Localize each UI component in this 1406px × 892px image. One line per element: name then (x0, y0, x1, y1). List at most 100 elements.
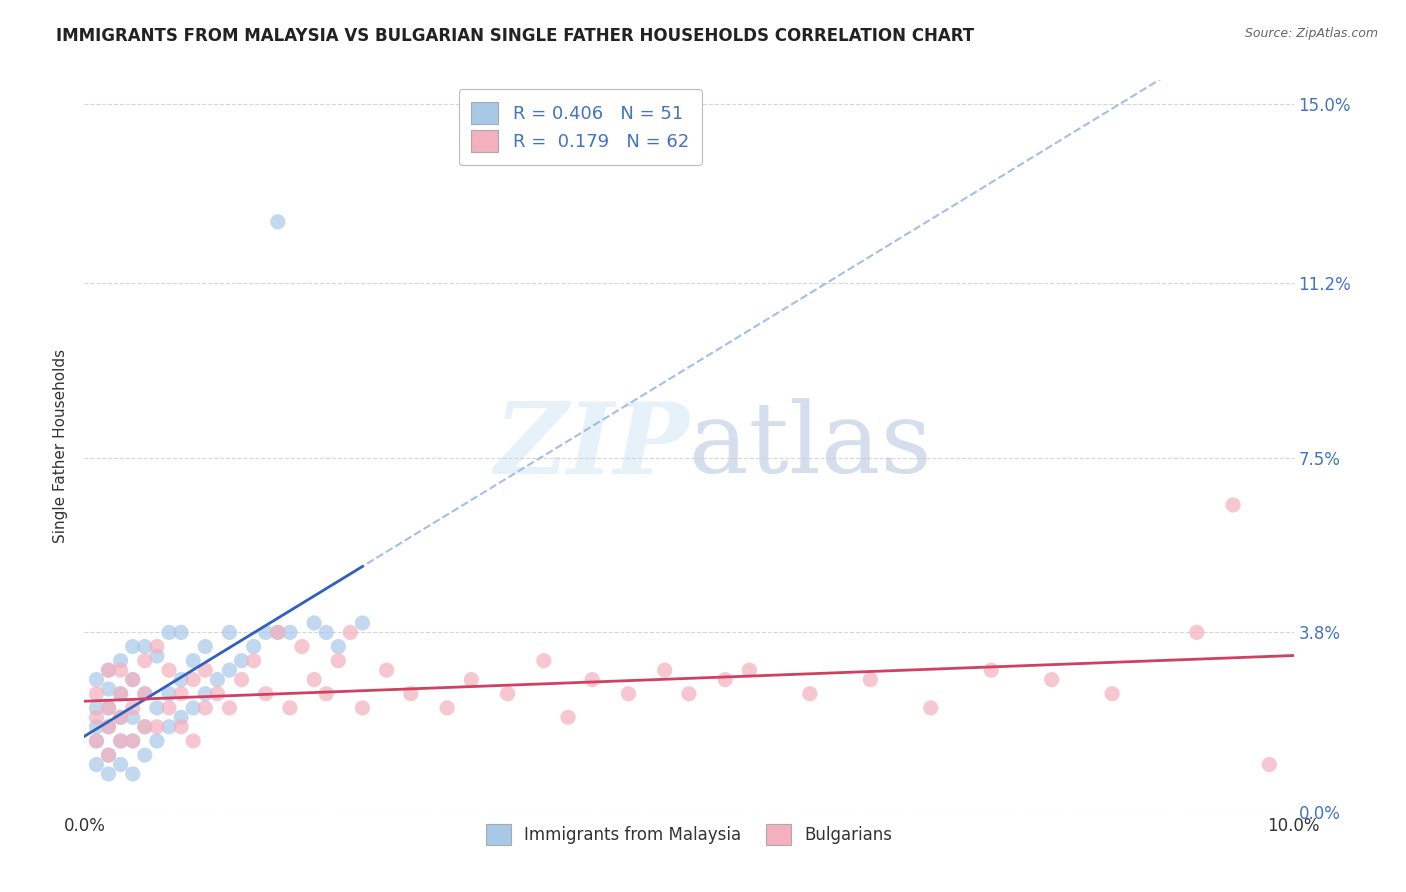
Point (86, 734, 108, 748)
Point (134, 720, 156, 734)
Point (194, 687, 217, 701)
Point (859, 673, 882, 687)
Point (134, 748, 156, 763)
Point (97, 681, 120, 696)
Point (194, 701, 217, 715)
Point (97, 701, 120, 715)
Point (181, 734, 204, 748)
Point (581, 673, 603, 687)
Point (97, 748, 120, 763)
Point (134, 720, 156, 734)
Point (533, 654, 555, 668)
Text: Source: ZipAtlas.com: Source: ZipAtlas.com (1244, 27, 1378, 40)
Text: ZIP: ZIP (494, 398, 689, 494)
Point (146, 701, 169, 715)
Point (328, 654, 350, 668)
Point (110, 687, 132, 701)
Point (181, 701, 204, 715)
Point (352, 615, 374, 630)
Point (157, 701, 180, 715)
Point (231, 654, 253, 668)
Point (339, 625, 361, 640)
Point (231, 673, 253, 687)
Point (714, 673, 737, 687)
Point (302, 615, 325, 630)
Point (920, 701, 942, 715)
Point (194, 640, 217, 654)
Point (146, 720, 169, 734)
Point (97, 663, 120, 677)
Point (738, 663, 761, 677)
Point (654, 663, 676, 677)
Point (1040, 673, 1063, 687)
Point (97, 701, 120, 715)
Point (1185, 625, 1208, 640)
Point (86, 701, 108, 715)
Point (110, 663, 132, 677)
Point (86, 710, 108, 724)
Point (121, 640, 143, 654)
Point (194, 663, 217, 677)
Point (110, 687, 132, 701)
Text: IMMIGRANTS FROM MALAYSIA VS BULGARIAN SINGLE FATHER HOUSEHOLDS CORRELATION CHART: IMMIGRANTS FROM MALAYSIA VS BULGARIAN SI… (56, 27, 974, 45)
Legend: Immigrants from Malaysia, Bulgarians: Immigrants from Malaysia, Bulgarians (475, 814, 903, 855)
Point (218, 663, 240, 677)
Point (1222, 498, 1244, 512)
Point (218, 625, 240, 640)
Point (86, 673, 108, 687)
Point (110, 710, 132, 724)
Point (86, 734, 108, 748)
Point (375, 663, 398, 677)
Point (157, 687, 180, 701)
Point (496, 687, 519, 701)
Point (980, 663, 1002, 677)
Point (170, 720, 193, 734)
Point (170, 673, 193, 687)
Point (242, 654, 264, 668)
Point (121, 767, 143, 781)
Point (315, 687, 337, 701)
Point (134, 640, 156, 654)
Point (352, 701, 374, 715)
Point (557, 710, 579, 724)
Point (170, 687, 193, 701)
Point (267, 625, 290, 640)
Point (207, 673, 229, 687)
Point (315, 625, 337, 640)
Point (302, 673, 325, 687)
Point (134, 687, 156, 701)
Point (110, 710, 132, 724)
Point (110, 734, 132, 748)
Point (97, 720, 120, 734)
Point (134, 654, 156, 668)
Point (399, 687, 422, 701)
Point (170, 625, 193, 640)
Point (121, 673, 143, 687)
Point (146, 734, 169, 748)
Point (121, 734, 143, 748)
Point (121, 701, 143, 715)
Point (134, 687, 156, 701)
Point (97, 663, 120, 677)
Point (278, 701, 301, 715)
Point (86, 687, 108, 701)
Point (181, 673, 204, 687)
Point (267, 625, 290, 640)
Point (146, 640, 169, 654)
Point (254, 625, 277, 640)
Point (799, 687, 821, 701)
Point (181, 654, 204, 668)
Text: atlas: atlas (689, 398, 932, 494)
Point (218, 701, 240, 715)
Point (146, 648, 169, 663)
Point (278, 625, 301, 640)
Point (121, 734, 143, 748)
Point (97, 748, 120, 763)
Point (97, 767, 120, 781)
Point (97, 720, 120, 734)
Point (267, 215, 290, 229)
Point (1101, 687, 1123, 701)
Point (121, 673, 143, 687)
Point (86, 757, 108, 772)
Point (291, 640, 314, 654)
